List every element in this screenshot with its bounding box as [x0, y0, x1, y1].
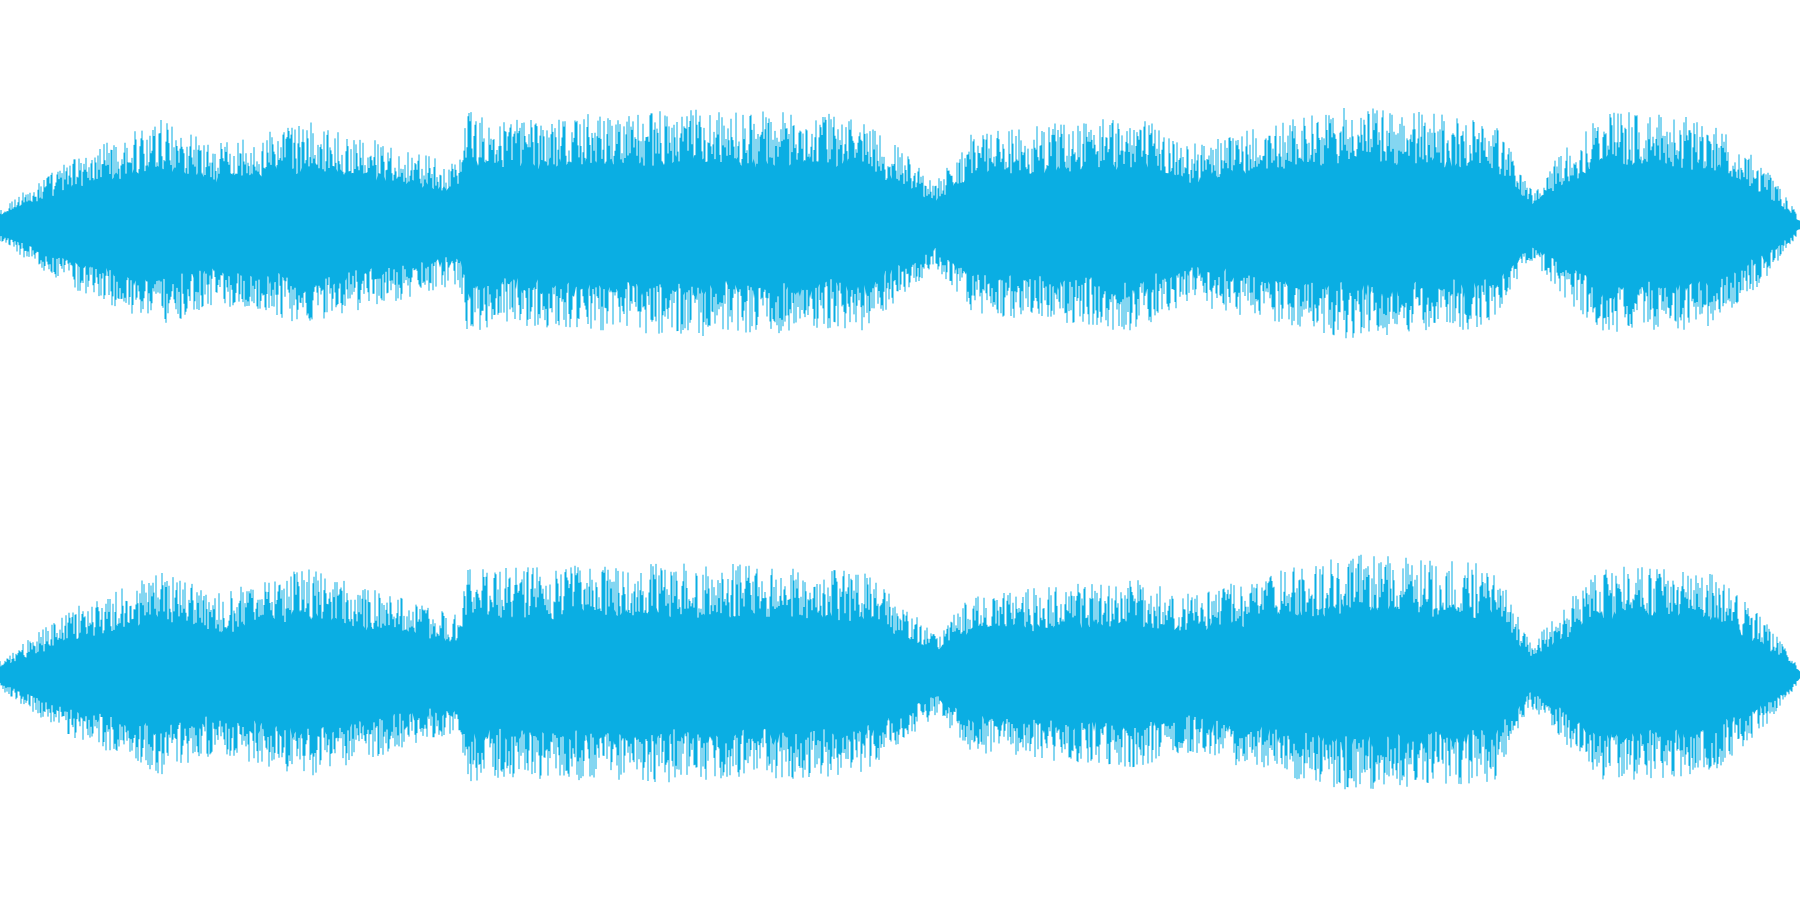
waveform-left-svg — [0, 108, 1800, 339]
waveform-transients — [0, 554, 1797, 790]
waveform-channel-left — [0, 108, 1800, 339]
waveform-right-svg — [0, 554, 1800, 790]
waveform-channel-right — [0, 450, 1800, 900]
waveform-transients — [0, 108, 1797, 339]
